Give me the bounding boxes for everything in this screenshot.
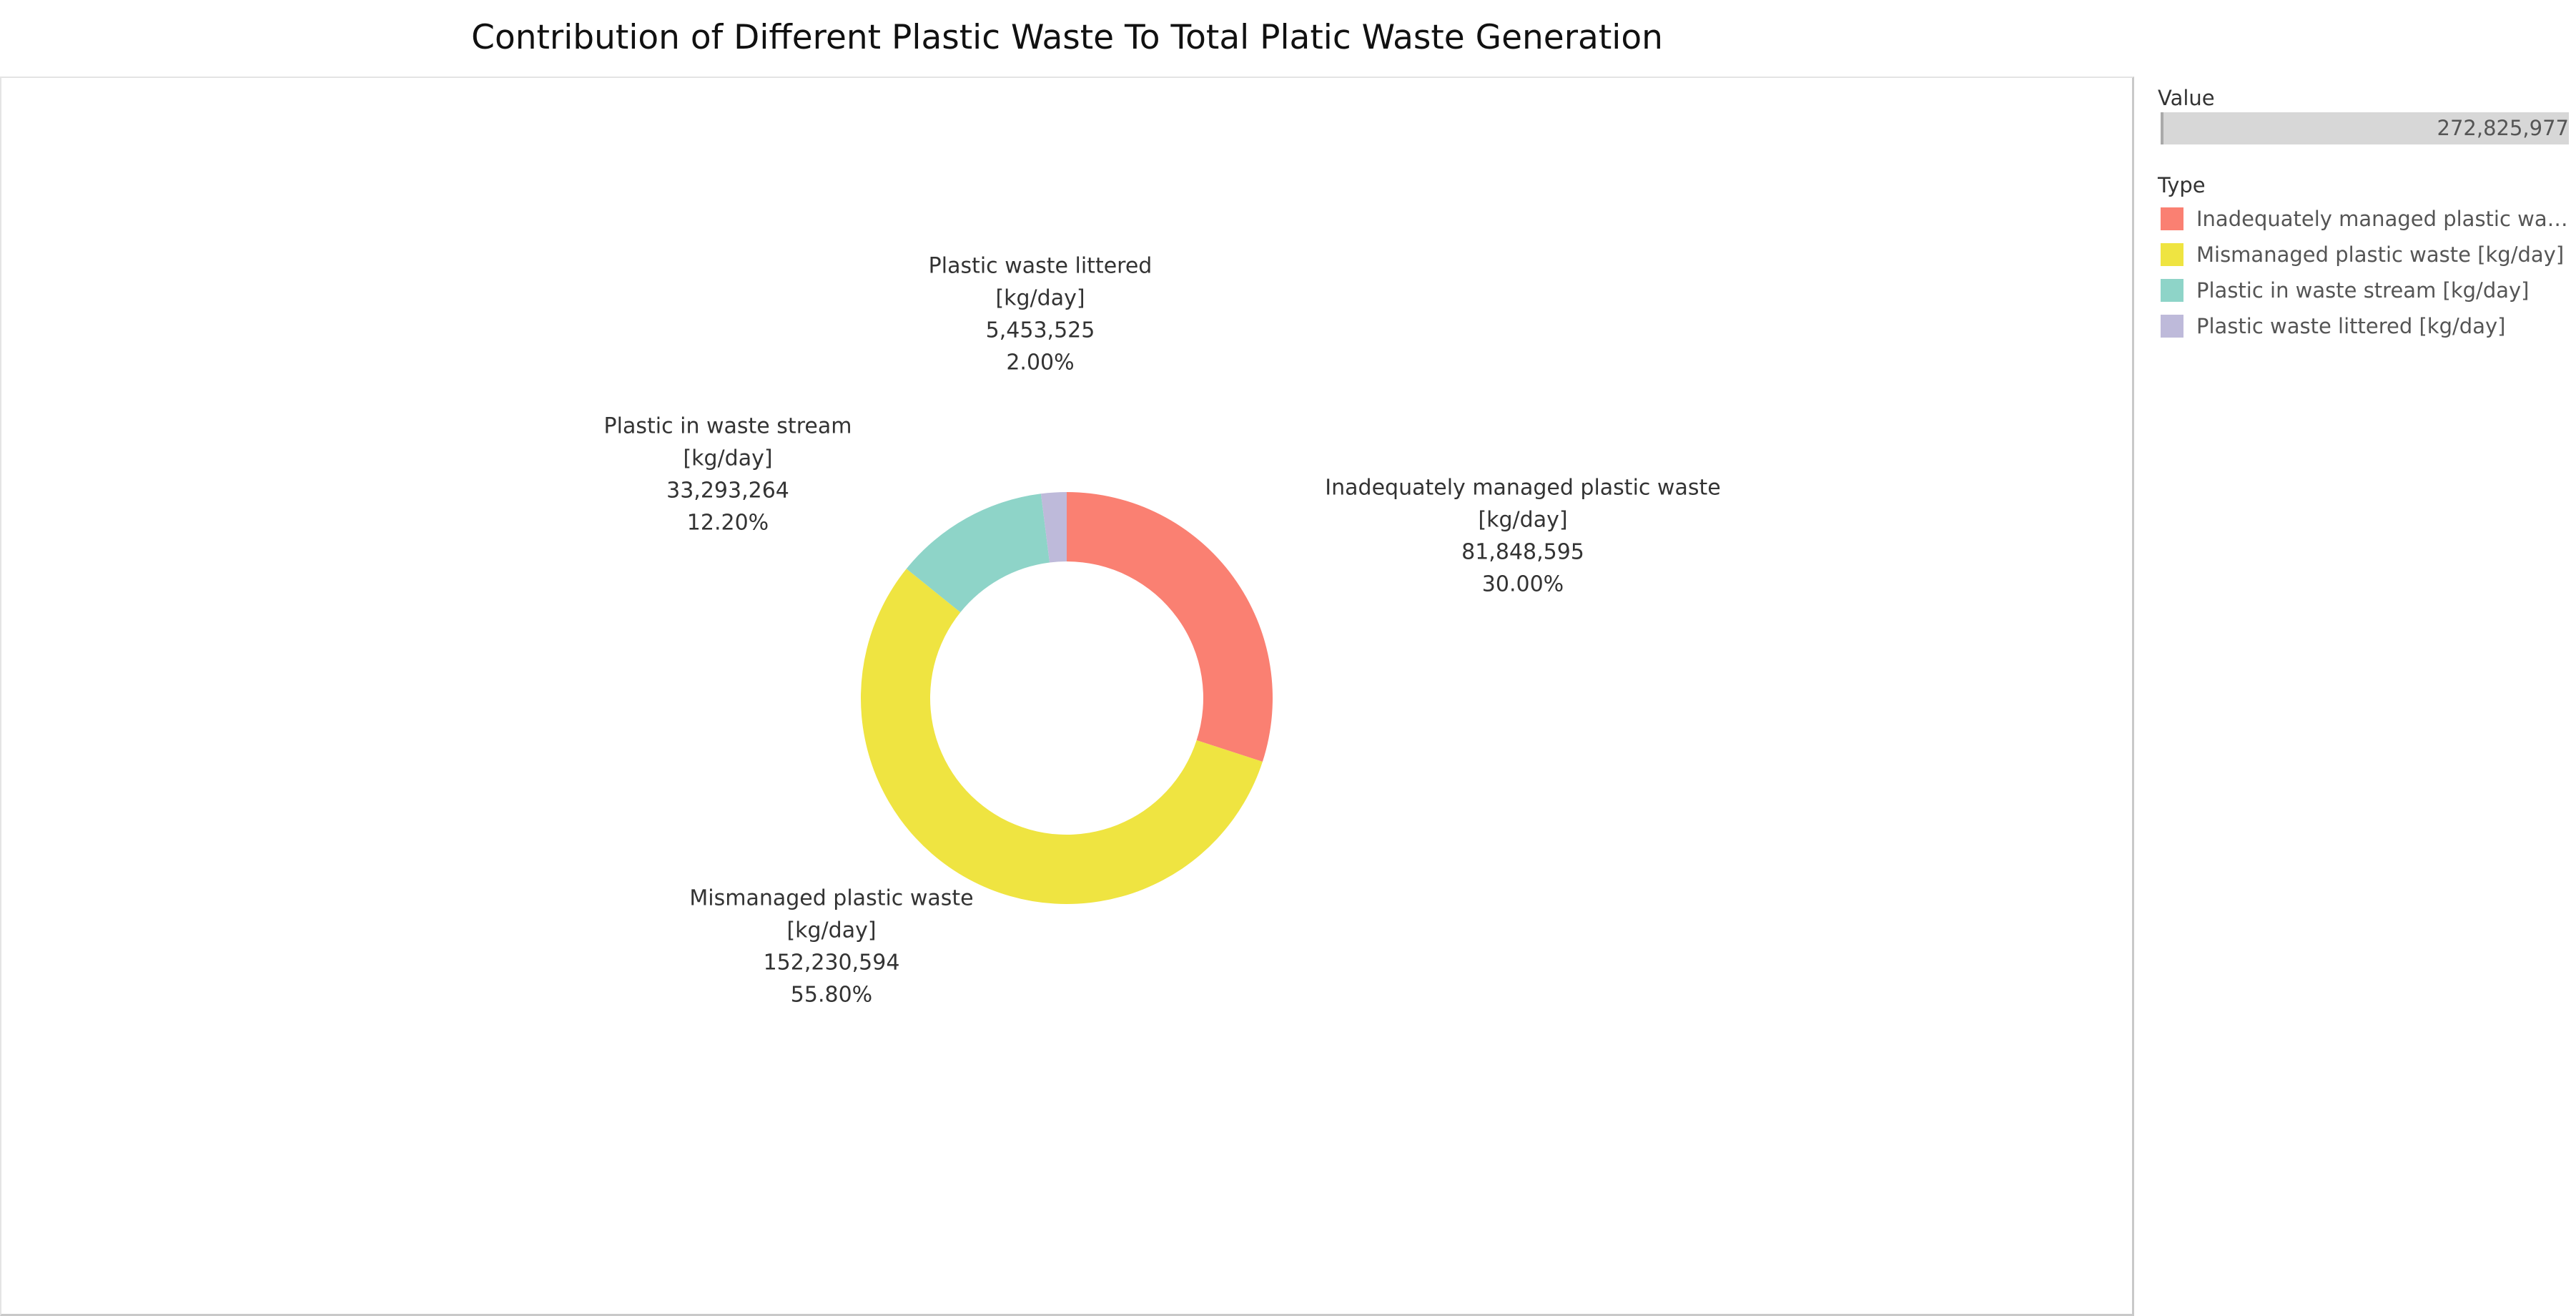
slice-label-waste-stream: Plastic in waste stream [kg/day] 33,293,26… (604, 414, 852, 536)
slice-label-line: 30.00% (1482, 572, 1564, 597)
legend-item-waste-stream[interactable]: Plastic in waste stream [kg/day] (2161, 272, 2572, 308)
value-legend-bar: 272,825,977 (2161, 112, 2569, 144)
donut-slice-littered[interactable] (1040, 492, 1067, 563)
legend-swatch (2161, 279, 2183, 302)
legend-label: Mismanaged plastic waste [kg/day] (2196, 242, 2565, 267)
donut-slice-inadequately[interactable] (1067, 492, 1273, 762)
type-legend-heading: Type (2158, 173, 2206, 197)
legend-swatch (2161, 207, 2183, 230)
slice-label-line: 152,230,594 (764, 951, 900, 976)
slice-label-line: Mismanaged plastic waste (689, 886, 973, 911)
slice-label-line: 12.20% (687, 511, 769, 536)
chart-title: Contribution of Different Plastic Waste … (471, 18, 1663, 57)
donut-slices (860, 492, 1273, 905)
slice-label-line: Plastic in waste stream (604, 414, 852, 439)
legend-item-mismanaged[interactable]: Mismanaged plastic waste [kg/day] (2161, 237, 2572, 272)
slice-label-line: [kg/day] (1478, 508, 1567, 533)
slice-label-littered: Plastic waste littered [kg/day] 5,453,525 2… (929, 254, 1153, 375)
slice-label-line: 5,453,525 (986, 318, 1095, 343)
legend-label: Plastic waste littered [kg/day] (2196, 314, 2506, 338)
legend-swatch (2161, 315, 2183, 338)
slice-label-mismanaged: Mismanaged plastic waste [kg/day] 152,230,… (689, 886, 973, 1008)
type-legend-items: Inadequately managed plastic wast.. Mism… (2161, 201, 2572, 344)
donut-slice-mismanaged[interactable] (860, 569, 1263, 905)
slice-label-line: 81,848,595 (1461, 540, 1584, 565)
slice-label-line: 33,293,264 (666, 478, 789, 504)
donut-slice-waste-stream[interactable] (906, 494, 1050, 613)
value-legend-heading: Value (2158, 86, 2215, 110)
legend-item-inadequately[interactable]: Inadequately managed plastic wast.. (2161, 201, 2572, 237)
legend-swatch (2161, 243, 2183, 266)
slice-label-line: [kg/day] (683, 446, 772, 471)
slice-label-line: Inadequately managed plastic waste (1325, 476, 1720, 501)
legend-label: Plastic in waste stream [kg/day] (2196, 278, 2530, 303)
slice-label-line: 55.80% (791, 983, 872, 1008)
slice-label-line: 2.00% (1006, 350, 1074, 375)
slice-labels: Inadequately managed plastic waste [kg/da… (604, 254, 1721, 1008)
value-legend-total: 272,825,977 (2437, 116, 2570, 140)
slice-label-line: [kg/day] (786, 918, 876, 943)
donut-chart[interactable]: Inadequately managed plastic waste [kg/da… (0, 0, 2134, 1316)
slice-label-inadequately: Inadequately managed plastic waste [kg/da… (1325, 476, 1720, 597)
slice-label-line: [kg/day] (995, 286, 1085, 311)
slice-label-line: Plastic waste littered (929, 254, 1153, 279)
legend-item-littered[interactable]: Plastic waste littered [kg/day] (2161, 308, 2572, 344)
plot-area (0, 77, 2134, 1316)
legend-label: Inadequately managed plastic wast.. (2196, 207, 2568, 231)
